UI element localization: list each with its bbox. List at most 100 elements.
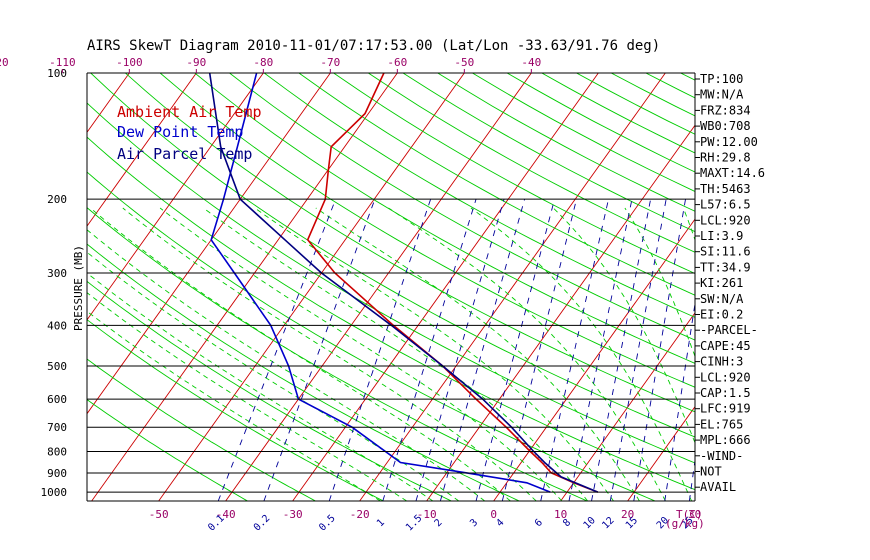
mixing-ratio-line — [501, 199, 577, 501]
index-value: MPL:666 — [700, 433, 751, 447]
index-value: TP:100 — [700, 72, 743, 86]
isotherm-line — [829, 73, 870, 501]
dry-adiabat-line — [298, 73, 695, 296]
top-temperature-tick-label: -40 — [521, 56, 541, 69]
dry-adiabat-line — [263, 73, 695, 318]
index-value: CAP:1.5 — [700, 386, 751, 400]
dry-adiabat-line — [229, 73, 695, 341]
dry-adiabat-line — [90, 73, 695, 438]
isotherm-line — [87, 73, 331, 415]
top-temperature-tick-label: -100 — [116, 56, 143, 69]
dry-adiabat-line — [87, 102, 695, 464]
isotherm-line — [87, 73, 264, 321]
mixing-ratio-unit-label: (g/kg) — [665, 517, 705, 530]
top-temperature-tick-label: -90 — [186, 56, 206, 69]
moist-adiabat-line — [315, 207, 640, 501]
index-value: CAPE:45 — [700, 339, 751, 353]
top-temperature-tick-label: -70 — [320, 56, 340, 69]
isotherm-line — [493, 218, 695, 501]
isotherm-line — [359, 73, 666, 501]
mixing-ratio-line — [540, 199, 609, 501]
mixing-ratio-tick-label: 3 — [468, 517, 480, 529]
isotherm-line — [87, 73, 197, 227]
index-value: LFC:919 — [700, 402, 751, 416]
index-value: FRZ:834 — [700, 103, 751, 117]
chart-title: AIRS SkewT Diagram 2010-11-01/07:17:53.0… — [87, 38, 660, 54]
top-temperature-tick-label: -50 — [454, 56, 474, 69]
pressure-tick-label: 900 — [47, 467, 67, 480]
dry-adiabat-line — [437, 73, 695, 212]
parcel-temp-line — [208, 73, 599, 493]
legend-parcel: Air Parcel Temp — [117, 145, 252, 163]
top-temperature-tick-label: -60 — [387, 56, 407, 69]
isotherm-line — [158, 73, 465, 501]
mixing-ratio-tick-label: 0.2 — [252, 513, 273, 534]
pressure-tick-label: 200 — [47, 193, 67, 206]
index-value: AVAIL — [700, 480, 736, 494]
bottom-temperature-tick-label: 10 — [554, 508, 567, 521]
pressure-tick-label: 700 — [47, 421, 67, 434]
moist-adiabat-line — [470, 207, 693, 501]
isotherm-line — [0, 73, 62, 501]
isotherm-line — [225, 73, 532, 501]
temperature-unit-label: T(C) — [676, 508, 703, 521]
pressure-tick-label: 600 — [47, 393, 67, 406]
top-temperature-tick-label: -110 — [49, 56, 76, 69]
index-value: L57:6.5 — [700, 198, 751, 212]
top-temperature-tick-labels: -120 -110 -100 -90 -80 -70 -60 -50 -40 — [0, 56, 541, 73]
bottom-temperature-tick-label: -30 — [283, 508, 303, 521]
pressure-tick-label: 1000 — [41, 486, 68, 499]
index-value: MW:N/A — [700, 88, 744, 102]
mixing-ratio-line — [664, 300, 695, 501]
legend-dewpoint: Dew Point Temp — [117, 123, 243, 141]
mixing-ratio-line — [415, 199, 505, 501]
isotherm-line — [292, 73, 599, 501]
dry-adiabat-line — [87, 399, 248, 501]
y-axis-label: PRESSURE (MB) — [72, 245, 85, 331]
index-value: LCL:920 — [700, 370, 751, 384]
moist-adiabat-lines — [87, 207, 695, 501]
bottom-temperature-tick-label: -10 — [417, 508, 437, 521]
pressure-tick-label: 300 — [47, 267, 67, 280]
mixing-ratio-tick-label: 4 — [495, 517, 507, 529]
bottom-temperature-tick-label: -40 — [216, 508, 236, 521]
mixing-ratio-tick-label: 10 — [582, 515, 598, 531]
mixing-ratio-tick-label: 0.5 — [317, 513, 338, 534]
pressure-tick-label: 800 — [47, 446, 67, 459]
dry-adiabat-line — [194, 73, 695, 364]
mixing-ratio-tick-label: 2 — [433, 517, 445, 529]
mixing-ratio-line — [263, 199, 376, 501]
bottom-temperature-tick-label: 30 — [688, 508, 701, 521]
index-value: WB0:708 — [700, 119, 751, 133]
dry-adiabat-line — [645, 73, 695, 99]
mixing-ratio-tick-label: 1 — [375, 517, 387, 529]
top-temperature-tick-label: -80 — [253, 56, 273, 69]
dry-adiabat-line — [87, 171, 656, 501]
moist-adiabat-line — [87, 272, 434, 501]
dry-adiabat-line — [368, 73, 695, 253]
moist-adiabat-line — [552, 207, 695, 444]
mixing-ratio-line — [609, 199, 667, 501]
index-value: CINH:3 — [700, 355, 743, 369]
index-value: RH:29.8 — [700, 151, 751, 165]
isobar-lines — [86, 72, 696, 502]
moist-adiabat-line — [203, 207, 589, 501]
mixing-ratio-line — [591, 199, 652, 501]
dry-adiabat-line — [125, 73, 695, 413]
isotherm-line — [560, 312, 695, 501]
index-value: LCL:920 — [700, 213, 751, 227]
dry-adiabat-lines — [87, 73, 695, 501]
index-value: -PARCEL- — [700, 323, 758, 337]
moist-adiabat-line — [122, 207, 537, 501]
index-value: SI:11.6 — [700, 245, 751, 259]
mixing-ratio-line — [475, 199, 555, 501]
index-value: TT:34.9 — [700, 260, 751, 274]
mixing-ratio-line — [633, 199, 686, 501]
bottom-temperature-tick-label: 20 — [621, 508, 634, 521]
top-temperature-tick-label: -120 — [0, 56, 9, 69]
dry-adiabat-line — [87, 280, 452, 501]
index-value: SW:N/A — [700, 292, 744, 306]
index-value: NOT — [700, 465, 722, 479]
sounding-series — [208, 73, 599, 493]
